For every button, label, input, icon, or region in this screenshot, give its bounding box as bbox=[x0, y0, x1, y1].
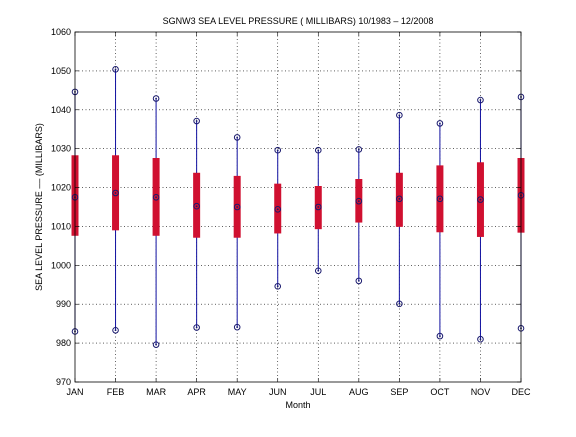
max-marker bbox=[477, 96, 484, 104]
max-marker bbox=[396, 111, 403, 119]
min-marker bbox=[355, 277, 363, 285]
max-marker bbox=[112, 66, 119, 73]
min-marker-dot bbox=[398, 302, 401, 305]
median-marker-dot bbox=[317, 206, 320, 208]
min-marker bbox=[233, 323, 241, 331]
x-tick-label: OCT bbox=[430, 387, 450, 397]
axis-ticks: 970 980 990 1000 1010 1020 1030 1040 1050 1060 JAN… bbox=[51, 27, 531, 397]
min-marker-dot bbox=[357, 279, 360, 282]
max-marker-dot bbox=[276, 149, 279, 152]
x-tick-label: APR bbox=[187, 387, 206, 397]
y-tick-label: 980 bbox=[56, 338, 71, 348]
max-marker bbox=[233, 134, 241, 141]
x-tick-label: JUN bbox=[269, 387, 287, 397]
min-marker-dot bbox=[317, 269, 320, 272]
median-marker bbox=[152, 193, 160, 201]
min-marker bbox=[152, 341, 160, 348]
median-marker bbox=[396, 195, 403, 203]
min-marker bbox=[477, 335, 484, 343]
median-marker-dot bbox=[114, 192, 117, 194]
min-marker-dot bbox=[114, 329, 117, 332]
min-marker bbox=[314, 267, 322, 275]
median-marker-dot bbox=[398, 197, 401, 200]
chart-title: SGNW3 SEA LEVEL PRESSURE ( MILLIBARS) 10… bbox=[163, 16, 434, 26]
x-tick-label: SEP bbox=[390, 387, 408, 397]
median-marker bbox=[193, 202, 200, 210]
max-marker bbox=[314, 146, 322, 154]
iqr-box bbox=[395, 172, 403, 227]
min-marker bbox=[274, 283, 282, 290]
y-tick-label: 1030 bbox=[51, 144, 71, 154]
min-marker-dot bbox=[439, 335, 441, 338]
median-marker-dot bbox=[236, 206, 239, 208]
y-tick-label: 1060 bbox=[51, 27, 71, 37]
min-marker-dot bbox=[155, 343, 157, 346]
median-marker-dot bbox=[439, 197, 441, 200]
plot-frame bbox=[74, 31, 522, 383]
max-marker-dot bbox=[398, 114, 401, 117]
median-marker bbox=[112, 189, 119, 197]
y-axis-label: SEA LEVEL PRESSURE –– (MILLIBARS) bbox=[34, 123, 44, 291]
min-marker bbox=[396, 300, 403, 308]
max-marker-dot bbox=[317, 149, 320, 152]
y-tick-label: 1000 bbox=[51, 260, 71, 270]
max-marker-dot bbox=[439, 122, 441, 125]
min-marker-dot bbox=[236, 326, 239, 329]
max-marker-dot bbox=[479, 99, 482, 101]
min-marker bbox=[436, 332, 444, 340]
max-marker bbox=[274, 146, 282, 154]
max-marker bbox=[355, 146, 363, 153]
median-marker-dot bbox=[276, 208, 279, 211]
min-marker-dot bbox=[195, 326, 198, 329]
x-tick-label: JAN bbox=[66, 387, 83, 397]
median-marker bbox=[274, 206, 282, 213]
x-tick-label: MAR bbox=[146, 387, 167, 397]
median-marker bbox=[314, 203, 322, 211]
median-marker-dot bbox=[195, 205, 198, 208]
median-marker bbox=[355, 197, 363, 205]
max-marker-dot bbox=[155, 97, 157, 100]
max-marker-dot bbox=[357, 148, 360, 151]
iqr-box bbox=[193, 172, 201, 238]
min-marker bbox=[112, 326, 119, 334]
x-axis-label: Month bbox=[285, 400, 310, 410]
median-marker-dot bbox=[155, 196, 157, 199]
min-marker-dot bbox=[479, 338, 482, 341]
max-marker bbox=[436, 120, 444, 127]
y-tick-label: 970 bbox=[56, 377, 71, 387]
max-marker-dot bbox=[236, 136, 239, 139]
y-tick-label: 990 bbox=[56, 299, 71, 309]
x-tick-label: MAY bbox=[228, 387, 247, 397]
max-marker-dot bbox=[195, 120, 198, 122]
max-marker-dot bbox=[114, 68, 117, 71]
median-marker bbox=[477, 196, 484, 203]
y-tick-label: 1050 bbox=[51, 66, 71, 76]
x-tick-label: AUG bbox=[349, 387, 369, 397]
min-marker-dot bbox=[276, 285, 279, 288]
y-tick-label: 1040 bbox=[51, 105, 71, 115]
max-marker bbox=[193, 117, 200, 125]
y-tick-label: 1020 bbox=[51, 183, 71, 193]
x-tick-label: DEC bbox=[511, 387, 531, 397]
median-marker-dot bbox=[357, 200, 360, 203]
x-tick-label: JUL bbox=[310, 387, 326, 397]
max-marker bbox=[152, 95, 160, 102]
median-marker-dot bbox=[479, 198, 482, 201]
median-marker bbox=[436, 195, 444, 203]
x-tick-label: NOV bbox=[471, 387, 491, 397]
min-marker bbox=[193, 324, 200, 331]
x-tick-label: FEB bbox=[107, 387, 125, 397]
median-marker bbox=[233, 203, 241, 211]
y-tick-label: 1010 bbox=[51, 221, 71, 231]
